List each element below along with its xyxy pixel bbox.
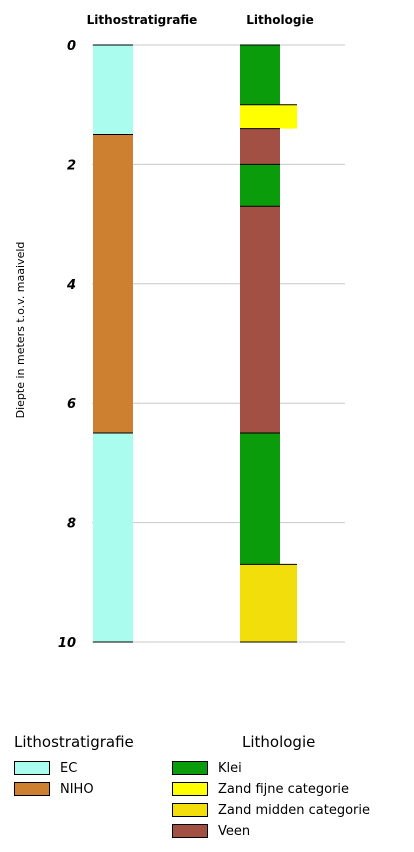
legend-label-zand-fijne: Zand fijne categorie	[218, 781, 350, 797]
legend-lithostratigrafie: Lithostratigrafie EC NIHO	[14, 733, 134, 801]
layer-zand-fijne-categorie	[240, 104, 297, 129]
legend-label-klei: Klei	[218, 760, 242, 776]
layer-bars	[93, 44, 297, 643]
legend-label-veen: Veen	[218, 823, 251, 839]
legend-label-niho: NIHO	[60, 781, 94, 797]
legend-swatch-zand-fijne	[172, 782, 208, 796]
legend-item-zand-midden: Zand midden categorie	[172, 801, 370, 819]
legend-swatch-ec	[14, 761, 50, 775]
layer-niho	[93, 134, 133, 434]
y-tick-label: 0	[67, 39, 76, 54]
gridlines	[92, 44, 345, 643]
legend-item-veen: Veen	[172, 822, 370, 840]
legend-title-lithologie: Lithologie	[242, 733, 316, 751]
legend-item-ec: EC	[14, 759, 134, 777]
y-tick-label: 4	[66, 278, 76, 293]
legend-item-niho: NIHO	[14, 780, 134, 798]
legend-label-zand-midden: Zand midden categorie	[218, 802, 371, 818]
boring-chart: 0 2 4 6 8 10 Lithostratigrafie Lithologie Die…	[14, 13, 345, 651]
legend-lithologie: Lithologie Klei Zand fijne categorie Zan…	[172, 733, 370, 843]
layer-zand-midden-categorie	[240, 564, 297, 642]
legend-title-lithostratigrafie: Lithostratigrafie	[14, 733, 134, 751]
legend-swatch-zand-midden	[172, 803, 208, 817]
y-tick-label: 8	[67, 517, 76, 532]
y-tick-label: 6	[67, 397, 76, 412]
column-header-lithostratigrafie: Lithostratigrafie	[87, 13, 198, 27]
legend-swatch-klei	[172, 761, 208, 775]
legend-item-klei: Klei	[172, 759, 370, 777]
legend-swatch-veen	[172, 824, 208, 838]
y-tick-label: 10	[58, 636, 76, 651]
legend-label-ec: EC	[60, 760, 78, 776]
column-header-lithologie: Lithologie	[246, 13, 313, 27]
layer-klei	[240, 433, 280, 565]
legend-item-zand-fijne: Zand fijne categorie	[172, 780, 370, 798]
y-axis-label: Diepte in meters t.o.v. maaiveld	[14, 242, 27, 419]
y-tick-label: 2	[67, 158, 76, 173]
layer-ec	[93, 433, 133, 642]
y-tick-labels: 0 2 4 6 8 10	[58, 39, 76, 651]
layer-veen	[240, 206, 280, 434]
legend-swatch-niho	[14, 782, 50, 796]
layer-ec	[93, 45, 133, 135]
layer-klei	[240, 164, 280, 207]
layer-veen	[240, 128, 280, 165]
layer-klei	[240, 45, 280, 105]
